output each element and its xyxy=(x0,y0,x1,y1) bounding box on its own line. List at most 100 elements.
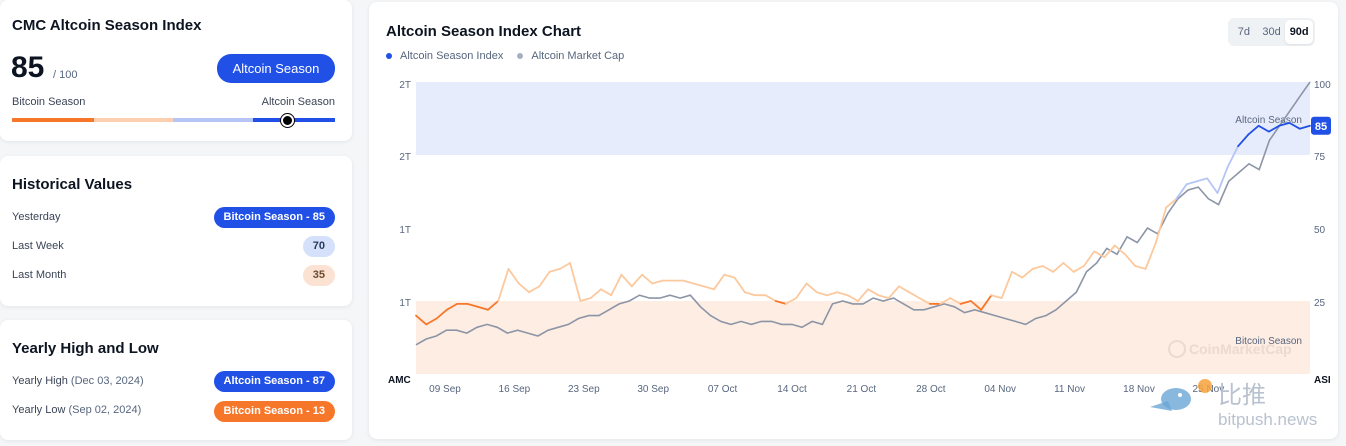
series-line-index-segment xyxy=(487,300,500,311)
historical-label-yesterday: Yesterday xyxy=(12,211,61,223)
series-line-index-segment xyxy=(466,302,479,308)
index-card: CMC Altcoin Season Index 85 / 100 Altcoi… xyxy=(0,0,352,141)
scale-right-label: Altcoin Season xyxy=(261,96,335,108)
x-tick-label: 09 Sep xyxy=(429,384,461,395)
series-line-index-segment xyxy=(1268,124,1281,133)
series-line-index-segment xyxy=(528,285,541,294)
series-line-index-segment xyxy=(1011,270,1024,279)
bitpush-watermark: 比推 bitpush.news xyxy=(1150,379,1317,429)
series-line-index-segment xyxy=(1021,267,1034,279)
series-line-index-segment xyxy=(1216,165,1229,194)
scale-segment-altcoin-light xyxy=(173,118,253,122)
historical-label-last-month: Last Month xyxy=(12,269,67,281)
series-line-index-segment xyxy=(1083,250,1096,267)
series-line-index-segment xyxy=(1000,270,1013,300)
series-line-index-segment xyxy=(959,300,972,305)
series-line-index-segment xyxy=(569,262,582,302)
series-line-index-segment xyxy=(1072,265,1085,273)
series-line-index-segment xyxy=(497,267,510,302)
series-line-index-segment xyxy=(1288,122,1301,130)
historical-card: Historical Values Yesterday Bitcoin Seas… xyxy=(0,156,352,306)
right-tick-label: 100 xyxy=(1314,80,1331,91)
yearly-low-label: Yearly Low (Sep 02, 2024) xyxy=(12,404,141,416)
series-line-index-segment xyxy=(949,297,962,305)
legend-dot-icon xyxy=(386,53,392,59)
range-30d-button[interactable]: 30d xyxy=(1262,26,1281,38)
series-line-index-segment xyxy=(548,267,561,273)
series-line-index-segment xyxy=(1206,177,1219,194)
series-line-index-segment xyxy=(1031,265,1044,270)
series-line-index-segment xyxy=(620,273,633,288)
x-tick-label: 23 Sep xyxy=(568,384,600,395)
series-line-index-segment xyxy=(939,297,952,305)
historical-value-last-month: 35 xyxy=(302,265,335,286)
x-tick-label: 28 Oct xyxy=(916,384,946,395)
series-line-index-segment xyxy=(702,285,715,291)
series-line-index-segment xyxy=(1093,250,1106,259)
series-line-index-segment xyxy=(641,273,654,285)
series-line-index-segment xyxy=(1144,241,1157,270)
series-line-index-segment xyxy=(1052,262,1065,273)
yearly-low-text: Yearly Low xyxy=(12,404,66,416)
right-tick-label: 75 xyxy=(1314,152,1326,163)
series-line-index-segment xyxy=(1124,253,1137,267)
series-line-index-segment xyxy=(507,267,520,285)
series-line-index-segment xyxy=(517,282,530,294)
yearly-high-date: (Dec 03, 2024) xyxy=(70,375,144,387)
scale-indicator xyxy=(281,114,294,127)
chart-legend: Altcoin Season Index Altcoin Market Cap xyxy=(386,50,624,62)
yearly-card: Yearly High and Low Yearly High (Dec 03,… xyxy=(0,320,352,440)
series-line-index-segment xyxy=(826,291,839,297)
series-line-index-segment xyxy=(538,270,551,288)
x-tick-label: 18 Nov xyxy=(1123,384,1155,395)
bitpush-url-text: bitpush.news xyxy=(1218,410,1317,429)
series-line-index-segment xyxy=(867,288,880,297)
scale-left-label: Bitcoin Season xyxy=(12,96,86,108)
series-line-index-segment xyxy=(1103,244,1116,259)
series-line-index-segment xyxy=(579,297,592,302)
coinmarketcap-logo-icon xyxy=(1168,340,1186,358)
range-7d-button[interactable]: 7d xyxy=(1237,26,1250,38)
series-line-index-segment xyxy=(918,297,931,305)
yearly-high-text: Yearly High xyxy=(12,375,68,387)
historical-label-last-week: Last Week xyxy=(12,240,64,252)
range-toggle: 7d 30d 90d xyxy=(1228,18,1315,46)
series-line-index-segment xyxy=(815,291,828,297)
series-line-index-segment xyxy=(733,276,746,294)
index-score: 85 xyxy=(11,51,45,84)
series-line-index-segment xyxy=(774,300,787,305)
scale-segment-bitcoin-light xyxy=(94,118,173,122)
series-line-index-segment xyxy=(445,302,458,311)
series-line-index-segment xyxy=(1298,124,1311,130)
legend-item-market-cap[interactable]: Altcoin Market Cap xyxy=(517,50,624,62)
zone-label-0: Altcoin Season xyxy=(1235,115,1302,126)
x-tick-label: 21 Oct xyxy=(847,384,877,395)
index-card-title: CMC Altcoin Season Index xyxy=(12,17,202,34)
series-line-index-segment xyxy=(476,305,489,311)
legend-item-index[interactable]: Altcoin Season Index xyxy=(386,50,503,62)
series-line-index-segment xyxy=(435,308,448,320)
historical-title: Historical Values xyxy=(12,176,133,193)
series-line-index-segment xyxy=(877,294,890,300)
series-line-index-segment xyxy=(908,291,921,300)
x-tick-label: 16 Sep xyxy=(499,384,531,395)
chart-title: Altcoin Season Index Chart xyxy=(386,23,582,40)
series-line-index-segment xyxy=(425,317,438,326)
season-scale xyxy=(12,118,335,122)
x-tick-label: 14 Oct xyxy=(777,384,807,395)
series-line-index-segment xyxy=(805,282,818,294)
yearly-high-value: Altcoin Season - 87 xyxy=(213,371,335,392)
series-line-index-segment xyxy=(1113,244,1126,256)
current-value-tag xyxy=(1311,116,1331,135)
legend-dot-icon xyxy=(517,53,524,59)
yearly-low-value: Bitcoin Season - 13 xyxy=(213,401,335,422)
right-tick-label: 25 xyxy=(1314,298,1326,309)
range-90d-button[interactable]: 90d xyxy=(1285,20,1314,44)
series-line-index-segment xyxy=(856,288,870,302)
series-line-index-segment xyxy=(415,314,428,326)
series-line-index-segment xyxy=(610,273,623,297)
series-line-index-segment xyxy=(743,291,757,297)
series-line-index-segment xyxy=(1257,124,1270,133)
series-line-index-segment xyxy=(630,273,644,288)
series-line-index-segment xyxy=(1175,183,1188,200)
